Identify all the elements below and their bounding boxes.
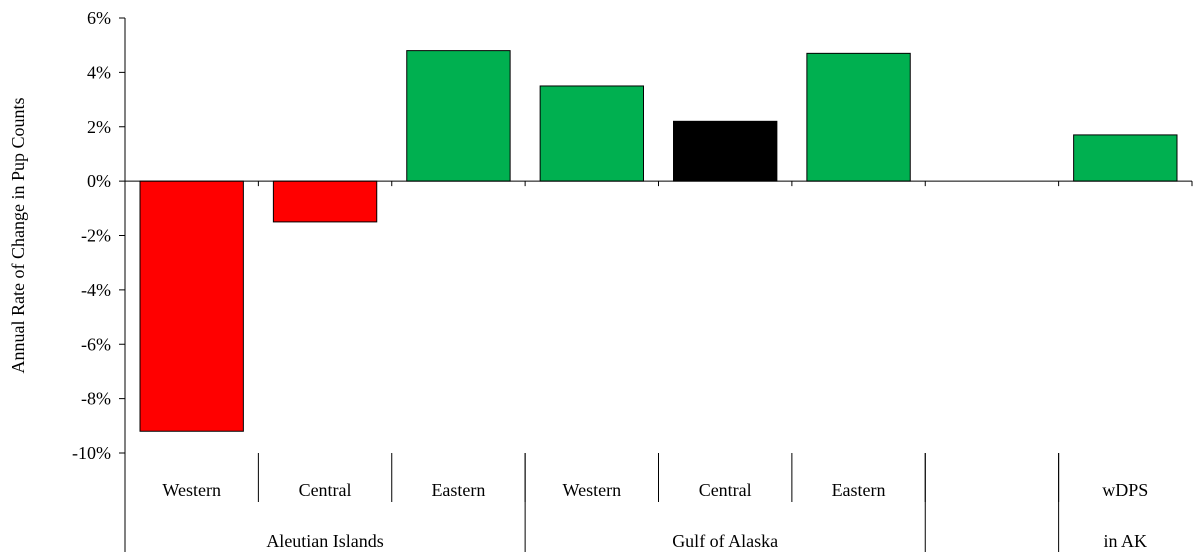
group-label: Gulf of Alaska — [672, 531, 778, 551]
group-label: in AK — [1104, 531, 1148, 551]
y-tick-label: -8% — [81, 389, 111, 409]
y-tick-label: 4% — [87, 62, 111, 82]
bar — [539, 85, 644, 182]
y-tick-label: -10% — [72, 443, 111, 463]
category-label: Eastern — [832, 480, 886, 500]
y-tick-label: -2% — [81, 226, 111, 246]
y-tick-label: -4% — [81, 280, 111, 300]
group-label: Aleutian Islands — [266, 531, 383, 551]
bar — [406, 50, 511, 182]
category-label: Central — [299, 480, 352, 500]
y-tick-label: 2% — [87, 117, 111, 137]
category-label: wDPS — [1102, 480, 1148, 500]
bar — [272, 180, 378, 223]
y-tick-label: 0% — [87, 171, 111, 191]
category-label: Eastern — [431, 480, 485, 500]
bar — [1073, 134, 1178, 182]
category-label: Western — [162, 480, 221, 500]
category-label: Central — [699, 480, 752, 500]
y-axis-title: Annual Rate of Change in Pup Counts — [8, 98, 28, 374]
bar — [673, 120, 778, 182]
y-tick-label: 6% — [87, 8, 111, 28]
category-label: Western — [563, 480, 622, 500]
plot-area: 6% 4% 2% 0% -2% -4% -6% -8% -10% Western Central Ea… — [72, 8, 1193, 552]
bar — [806, 52, 911, 182]
bar — [139, 180, 244, 432]
y-tick-label: -6% — [81, 334, 111, 354]
